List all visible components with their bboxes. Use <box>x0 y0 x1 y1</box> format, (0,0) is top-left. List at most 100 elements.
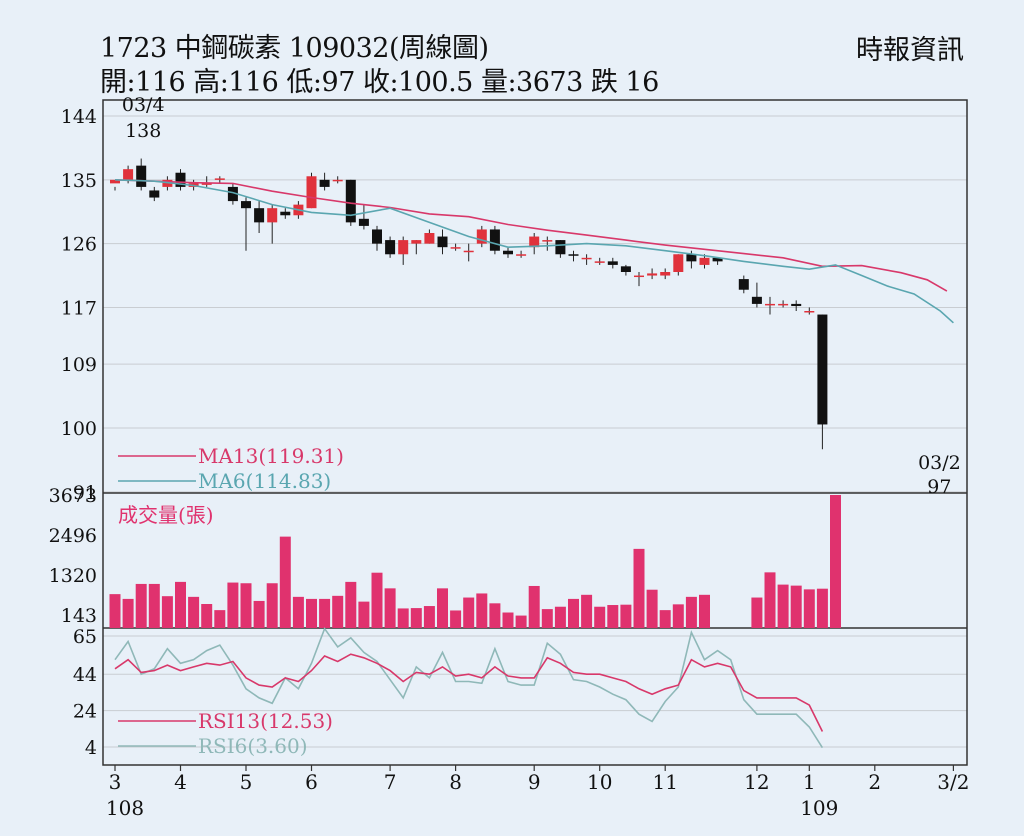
low-date-label: 03/2 <box>918 452 961 474</box>
volume-bar <box>541 609 553 628</box>
candle-body <box>241 201 251 209</box>
year-label: 108 <box>106 796 144 820</box>
volume-bar <box>253 600 265 628</box>
candle-body <box>581 257 592 260</box>
high-date-label: 03/4 <box>122 94 165 116</box>
y-tick-label: 100 <box>61 418 97 440</box>
candle-body <box>778 303 789 306</box>
candle-body <box>332 179 343 182</box>
volume-bar <box>122 598 134 628</box>
volume-bar <box>659 610 671 628</box>
candle-body <box>463 250 474 253</box>
x-tick-label: 4 <box>174 770 187 794</box>
candle-body <box>411 240 422 244</box>
rsi13-legend-label: RSI13(12.53) <box>198 709 333 733</box>
candle-body <box>620 266 631 272</box>
y-tick-label: 3673 <box>49 485 97 507</box>
candle-body <box>280 211 291 216</box>
volume-bar <box>489 603 501 628</box>
candle-body <box>385 240 396 255</box>
candle-body <box>424 233 435 244</box>
candle-body <box>607 261 618 265</box>
candle-body <box>489 229 500 251</box>
source-label: 時報資訊 <box>856 35 964 66</box>
rsi6-line <box>114 627 824 749</box>
x-tick-label: 12 <box>744 770 769 794</box>
x-tick-label: 7 <box>384 770 397 794</box>
candle-body <box>804 311 815 313</box>
ohlc-summary: 開:116 高:116 低:97 收:100.5 量:3673 跌 16 <box>100 67 659 98</box>
candle-body <box>660 272 671 276</box>
rsi6-legend-label: RSI6(3.60) <box>198 734 308 758</box>
volume-bar <box>135 583 147 628</box>
volume-title: 成交量(張) <box>118 503 214 527</box>
y-tick-label: 44 <box>73 664 97 686</box>
volume-bar <box>437 588 448 628</box>
candle-body <box>149 190 160 198</box>
candle-body <box>503 250 513 255</box>
volume-bar <box>332 595 344 628</box>
candle-body <box>437 236 448 248</box>
candle-body <box>712 257 723 262</box>
chart-title: 1723 中鋼碳素 109032(周線圖) <box>100 33 489 64</box>
x-tick-label: 6 <box>305 770 318 794</box>
y-tick-label: 144 <box>61 106 97 128</box>
y-tick-label: 126 <box>61 234 97 256</box>
volume-bar <box>201 604 213 628</box>
volume-bar <box>148 583 160 628</box>
candle-body <box>529 236 540 248</box>
volume-bar <box>764 572 776 628</box>
candle-body <box>594 261 605 263</box>
rsi13-line <box>114 653 824 732</box>
y-tick-label: 135 <box>61 170 97 192</box>
candle-body <box>201 183 212 185</box>
candle-body <box>306 176 317 209</box>
candle-body <box>110 179 120 184</box>
x-tick-label: 8 <box>449 770 462 794</box>
volume-bar <box>830 495 841 628</box>
volume-bar <box>515 615 527 628</box>
y-tick-label: 117 <box>61 297 97 319</box>
volume-bar <box>397 608 409 628</box>
candle-body <box>358 218 369 226</box>
volume-bar <box>292 596 304 628</box>
candle-body <box>476 229 487 244</box>
volume-bar <box>161 596 173 628</box>
candle-body <box>214 178 225 180</box>
candle-body <box>555 240 566 255</box>
volume-bar <box>803 589 815 628</box>
volume-bar <box>319 598 331 628</box>
candle-body <box>542 240 553 242</box>
candle-body <box>450 247 461 249</box>
candle-body <box>817 314 828 425</box>
x-tick-label: 10 <box>587 770 612 794</box>
volume-bar <box>266 583 278 628</box>
candle-body <box>136 165 147 187</box>
volume-bar <box>279 536 291 628</box>
volume-bar <box>581 594 593 628</box>
volume-bar <box>476 593 488 628</box>
candle-body <box>568 254 579 256</box>
volume-bar <box>188 596 200 628</box>
volume-bar <box>646 589 658 628</box>
high-value-label: 138 <box>125 120 161 142</box>
volume-bar <box>620 604 632 628</box>
volume-bar <box>685 596 697 628</box>
candle-body <box>267 208 278 223</box>
candle-body <box>319 179 330 187</box>
volume-bar <box>816 588 828 628</box>
volume-bar <box>175 581 186 628</box>
volume-bar <box>227 582 239 628</box>
ma6-legend-label: MA6(114.83) <box>198 469 331 493</box>
candle-body <box>791 303 802 307</box>
candle-body <box>751 296 762 304</box>
volume-bar <box>240 583 252 628</box>
low-value-label: 97 <box>927 476 951 498</box>
candle-body <box>516 254 527 256</box>
ma6-line <box>114 179 954 324</box>
y-tick-label: 143 <box>61 605 97 627</box>
volume-bar <box>450 610 462 628</box>
volume-bar <box>345 581 357 628</box>
volume-bar <box>672 604 684 628</box>
